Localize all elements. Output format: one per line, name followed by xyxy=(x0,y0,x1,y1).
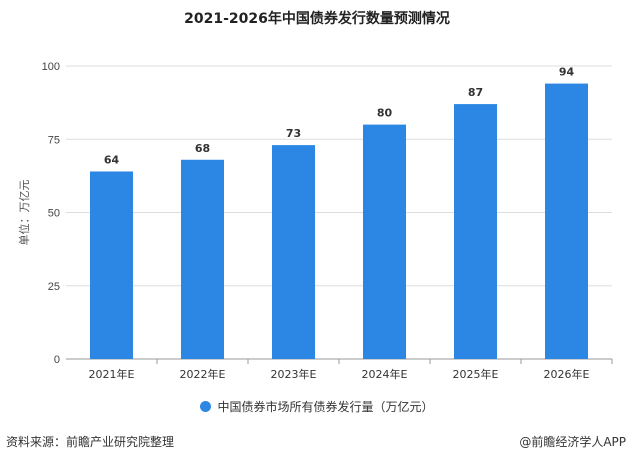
bar xyxy=(181,159,224,359)
chart-title: 2021-2026年中国债券发行数量预测情况 xyxy=(184,11,450,27)
data-label: 68 xyxy=(195,142,210,155)
x-tick-label: 2023年E xyxy=(271,367,317,381)
y-tick-label: 0 xyxy=(54,354,60,366)
data-label: 73 xyxy=(286,127,301,140)
x-tick-label: 2026年E xyxy=(544,367,590,381)
source-note: 资料来源：前瞻产业研究院整理 xyxy=(6,435,175,449)
y-tick-label: 50 xyxy=(48,208,60,220)
data-label: 94 xyxy=(559,66,575,79)
y-tick-label: 75 xyxy=(48,134,60,146)
data-label: 64 xyxy=(104,153,120,166)
bar xyxy=(363,124,406,359)
bar xyxy=(272,145,315,359)
bar xyxy=(545,83,588,359)
x-tick-label: 2022年E xyxy=(180,367,226,381)
x-tick-label: 2025年E xyxy=(453,367,499,381)
x-tick-label: 2021年E xyxy=(89,367,135,381)
y-tick-label: 100 xyxy=(42,61,60,73)
bar xyxy=(90,171,133,359)
data-label: 80 xyxy=(377,107,393,120)
legend-label: 中国债券市场所有债券发行量（万亿元） xyxy=(217,400,434,414)
bar xyxy=(454,104,497,359)
legend: 中国债券市场所有债券发行量（万亿元） xyxy=(0,398,634,415)
x-tick-label: 2024年E xyxy=(362,367,408,381)
credit: @前瞻经济学人APP xyxy=(519,435,626,449)
y-axis-label: 单位：万亿元 xyxy=(17,180,31,246)
y-tick-label: 25 xyxy=(48,281,60,293)
legend-marker xyxy=(200,401,212,412)
data-label: 87 xyxy=(468,86,483,99)
